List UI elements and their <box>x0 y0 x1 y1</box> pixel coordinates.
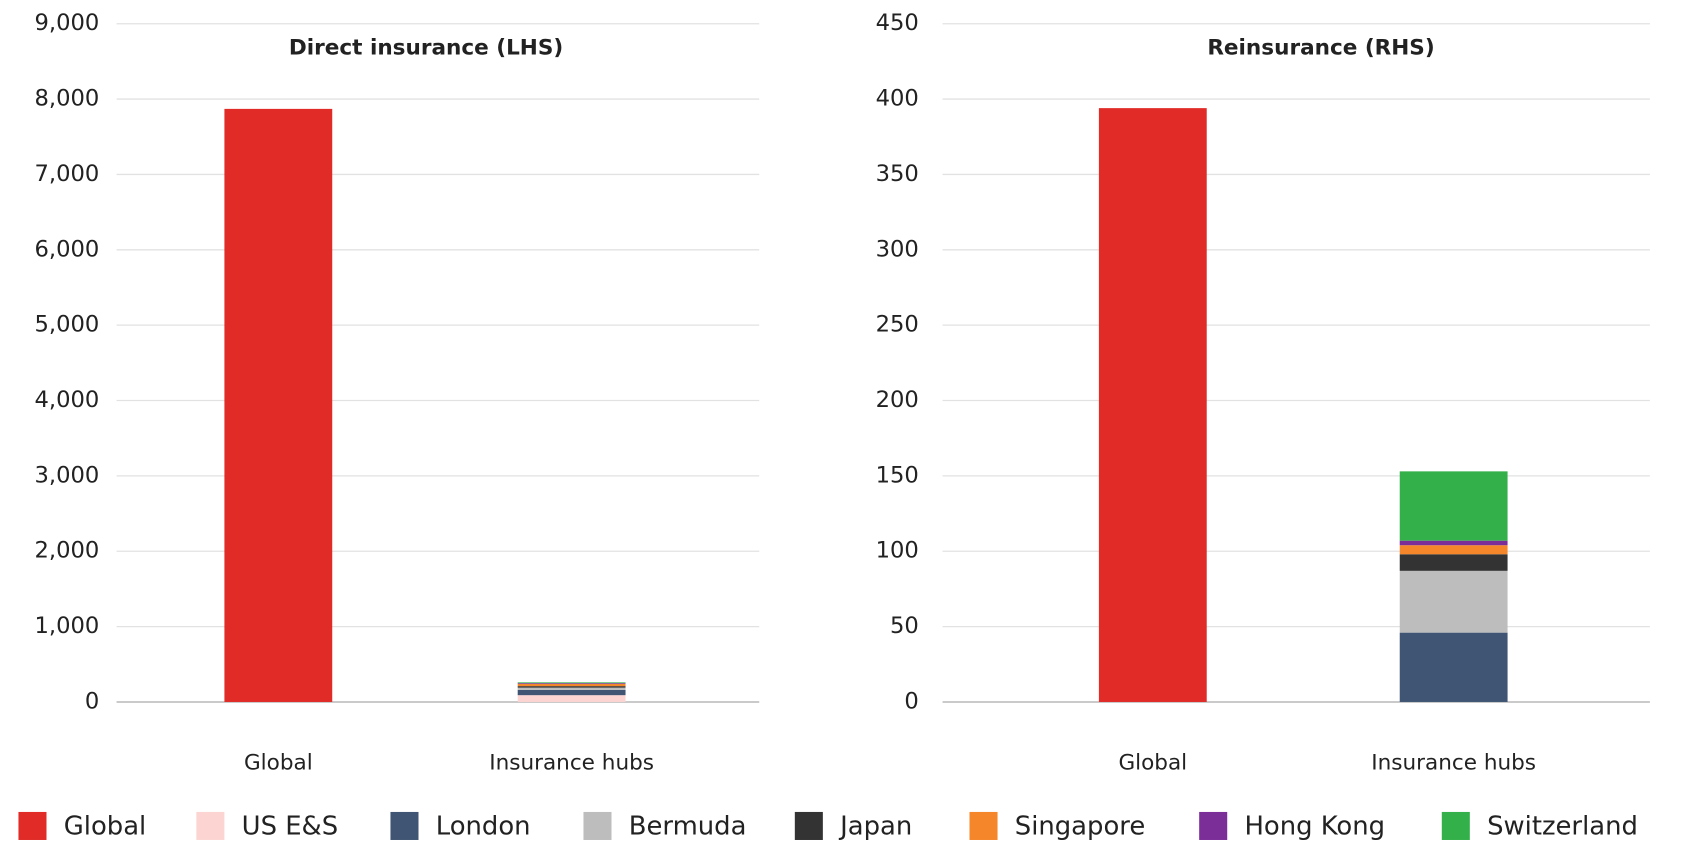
y-tick-label: 8,000 <box>35 86 100 112</box>
legend-swatch <box>18 811 47 840</box>
legend-swatch <box>794 811 823 840</box>
y-tick-label: 400 <box>876 86 919 112</box>
bar-segment: London <box>517 689 626 696</box>
y-tick-label: 4,000 <box>35 387 100 413</box>
bar-segment: Hong Kong <box>517 683 626 684</box>
y-tick-label: 7,000 <box>35 161 100 187</box>
chart-title: Reinsurance (RHS) <box>1207 36 1434 61</box>
legend-swatch <box>1199 811 1228 840</box>
bar-segment: Hong Kong <box>1399 540 1508 546</box>
legend-label: Global <box>64 812 146 842</box>
legend-label: London <box>436 812 531 842</box>
bar-segment: Switzerland <box>1399 471 1508 541</box>
y-tick-label: 2,000 <box>35 538 100 564</box>
y-tick-label: 150 <box>876 462 919 488</box>
x-tick-label: Global <box>1118 750 1187 775</box>
bar-segment: Bermuda <box>1399 570 1508 633</box>
y-tick-label: 200 <box>876 387 919 413</box>
x-tick-label: Global <box>244 750 313 775</box>
legend-swatch <box>196 811 225 840</box>
legend-swatch <box>583 811 612 840</box>
bar-segment: Singapore <box>517 683 626 687</box>
y-tick-label: 50 <box>890 613 919 639</box>
legend-label: Japan <box>838 812 912 842</box>
y-tick-label: 6,000 <box>35 236 100 262</box>
legend-label: US E&S <box>242 812 338 842</box>
y-tick-label: 450 <box>876 10 919 36</box>
bar-segment: Japan <box>1399 554 1508 571</box>
y-tick-label: 0 <box>85 688 99 714</box>
bar-segment: Switzerland <box>517 682 626 684</box>
y-tick-label: 250 <box>876 312 919 338</box>
legend-label: Hong Kong <box>1244 812 1385 842</box>
y-tick-label: 0 <box>904 688 918 714</box>
y-tick-label: 3,000 <box>35 462 100 488</box>
x-tick-label: Insurance hubs <box>1371 750 1536 775</box>
bar-segment: US E&S <box>517 695 626 702</box>
legend-label: Switzerland <box>1487 812 1638 842</box>
bar-segment: Bermuda <box>517 687 626 690</box>
legend-label: Singapore <box>1015 812 1145 842</box>
legend-swatch <box>390 811 419 840</box>
bar-segment: London <box>1399 632 1508 702</box>
bar-segment: Japan <box>517 686 626 688</box>
bar-segment: Global <box>1098 108 1207 702</box>
y-tick-label: 350 <box>876 161 919 187</box>
x-tick-label: Insurance hubs <box>489 750 654 775</box>
y-tick-label: 100 <box>876 538 919 564</box>
y-tick-label: 5,000 <box>35 312 100 338</box>
legend-label: Bermuda <box>629 812 747 842</box>
y-tick-label: 1,000 <box>35 613 100 639</box>
legend-swatch <box>969 811 998 840</box>
bar-segment: Singapore <box>1399 545 1508 555</box>
y-tick-label: 9,000 <box>35 10 100 36</box>
bar-segment: Global <box>224 108 333 702</box>
legend-swatch <box>1441 811 1470 840</box>
y-tick-label: 300 <box>876 236 919 262</box>
chart-title: Direct insurance (LHS) <box>289 36 563 61</box>
